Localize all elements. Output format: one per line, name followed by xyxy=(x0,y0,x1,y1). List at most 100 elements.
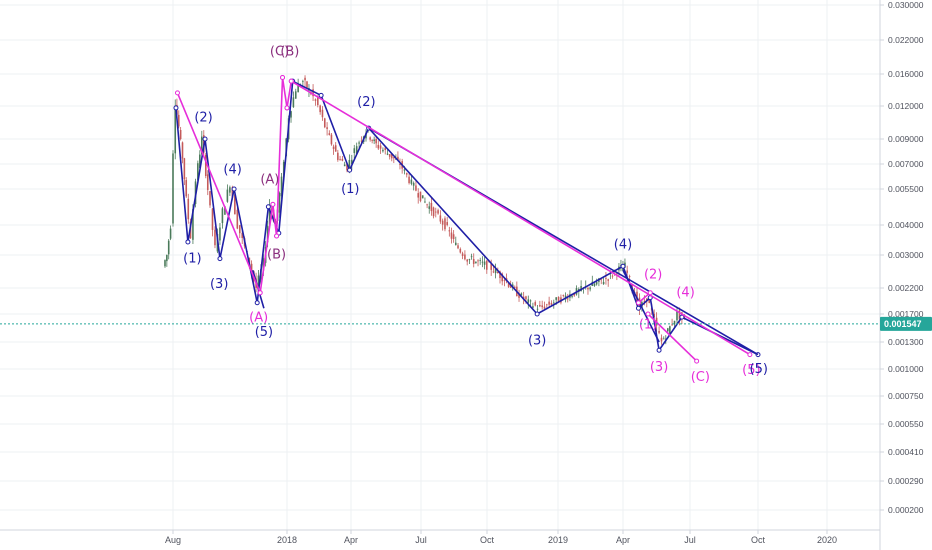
magenta-node xyxy=(284,105,290,111)
candle-body xyxy=(550,302,553,305)
magenta-trend-line xyxy=(259,204,274,293)
wave-label: (4) xyxy=(676,286,694,301)
candle-body xyxy=(262,258,265,271)
candle-body xyxy=(221,208,224,224)
blue-wave-node xyxy=(254,300,260,306)
candle-body xyxy=(555,297,557,300)
candle-body xyxy=(183,158,186,180)
candle-body xyxy=(461,253,464,256)
candle-body xyxy=(204,154,207,177)
wave-label: (5) xyxy=(255,325,273,340)
y-tick-label: 0.005500 xyxy=(888,184,924,194)
x-tick-label: Apr xyxy=(344,535,358,545)
candle-body xyxy=(444,218,446,230)
candle-body xyxy=(353,148,356,154)
candle-body xyxy=(166,254,168,262)
candle-body xyxy=(185,180,188,197)
candle-body xyxy=(339,159,341,161)
candle-body xyxy=(543,306,546,309)
magenta-trend-line xyxy=(290,80,751,356)
candle-body xyxy=(229,187,231,193)
candle-body xyxy=(290,111,292,118)
candle-body xyxy=(513,286,516,288)
magenta-trend-line xyxy=(281,77,288,109)
candle-body xyxy=(238,225,241,234)
y-tick-label: 0.002200 xyxy=(888,283,924,293)
wave-labels: (1)(2)(3)(4)(5)(A)(B)(A)(C)(B)(1)(2)(3)(… xyxy=(183,45,768,385)
candle-body xyxy=(282,161,285,178)
wave-label: (4) xyxy=(614,237,632,252)
candle-body xyxy=(494,268,497,274)
candle-body xyxy=(280,176,283,197)
candle-body xyxy=(628,276,631,277)
candle-body xyxy=(231,187,234,199)
candle-body xyxy=(527,299,530,303)
wave-label: (A) xyxy=(260,172,279,187)
candle-body xyxy=(167,240,170,255)
candle-body xyxy=(326,127,328,129)
price-axis-background xyxy=(880,0,932,550)
grid-lines xyxy=(0,0,880,530)
candle-body xyxy=(386,153,389,155)
candle-body xyxy=(485,260,488,270)
candle-body xyxy=(607,279,609,281)
x-tick-label: 2020 xyxy=(817,535,837,545)
magenta-node xyxy=(635,300,641,306)
candle-body xyxy=(593,283,596,286)
y-tick-label: 0.000290 xyxy=(888,476,924,486)
candle-body xyxy=(643,300,646,302)
candle-body xyxy=(653,313,655,318)
candle-body xyxy=(539,304,541,307)
x-tick-label: Jul xyxy=(684,535,696,545)
candle-body xyxy=(199,154,201,168)
candle-body xyxy=(490,263,492,270)
candle-body xyxy=(234,194,236,215)
candle-body xyxy=(466,259,468,262)
candle-body xyxy=(507,282,510,287)
price-axis[interactable]: 0.030000 0.022000 0.016000 0.012000 0.009000… xyxy=(879,0,932,550)
candle-body xyxy=(450,232,453,239)
candle-body xyxy=(468,259,471,261)
candle-body xyxy=(306,81,308,88)
candle-body xyxy=(382,149,384,152)
blue-wave-node xyxy=(679,314,685,320)
candle-body xyxy=(626,270,628,273)
candle-body xyxy=(605,277,607,279)
x-tick-label: Oct xyxy=(480,535,495,545)
candle-body xyxy=(403,169,406,171)
candle-body xyxy=(169,228,172,239)
x-tick-label: Jul xyxy=(415,535,427,545)
blue-wave-node xyxy=(318,92,324,98)
y-tick-label: 0.001700 xyxy=(888,309,924,319)
candle-body xyxy=(669,326,671,334)
candle-body xyxy=(430,202,433,212)
candle-body xyxy=(292,97,295,108)
candle-body xyxy=(397,156,399,160)
blue-wave-node xyxy=(173,105,179,111)
candle-body xyxy=(439,215,442,222)
candle-body xyxy=(201,136,203,155)
candle-body xyxy=(434,211,437,213)
magenta-node xyxy=(288,78,294,84)
candle-body xyxy=(448,230,451,232)
candle-body xyxy=(673,320,676,325)
candle-body xyxy=(224,206,226,215)
candle-body xyxy=(566,298,569,300)
wave-label: (1) xyxy=(341,182,359,197)
candle-body xyxy=(571,295,573,297)
wave-label: (5) xyxy=(742,363,760,378)
candle-body xyxy=(481,261,484,263)
candle-body xyxy=(600,279,603,281)
candle-body xyxy=(479,259,482,261)
y-tick-label: 0.007000 xyxy=(888,159,924,169)
blue-wave-node xyxy=(656,347,662,353)
candle-body xyxy=(369,137,371,140)
candle-body xyxy=(548,301,550,305)
candle-body xyxy=(676,311,678,321)
time-axis[interactable]: Aug 2018 Apr Jul Oct 2019 Apr Jul Oct 2020 xyxy=(0,529,880,545)
candle-body xyxy=(408,176,410,184)
x-tick-label: Apr xyxy=(616,535,630,545)
candle-body xyxy=(616,273,618,275)
